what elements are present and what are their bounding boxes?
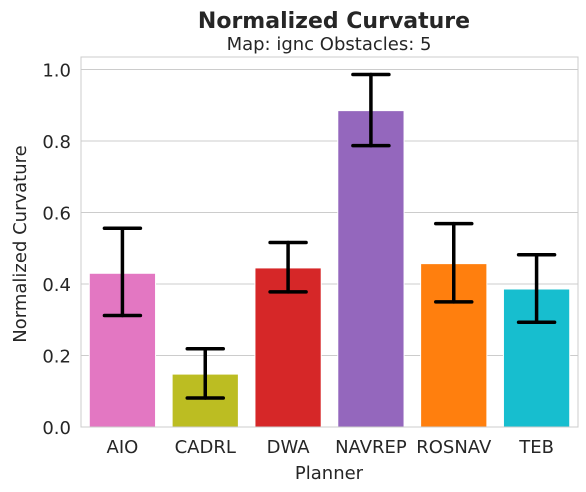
y-axis-label: Normalized Curvature <box>10 145 31 342</box>
y-tick-label: 0.6 <box>42 204 71 225</box>
error-bar-rosnav <box>434 221 474 304</box>
y-tick-label: 0.2 <box>42 347 71 368</box>
x-axis-label: Planner <box>295 463 364 484</box>
chart-title: Normalized Curvature <box>198 9 470 34</box>
x-tick-label: TEB <box>518 437 554 458</box>
error-bar-navrep <box>351 72 391 148</box>
x-tick-labels: AIO CADRL DWA NAVREP ROSNAV TEB <box>107 437 554 458</box>
chart-subtitle: Map: ignc Obstacles: 5 <box>227 34 432 55</box>
y-tick-label: 1.0 <box>42 61 71 82</box>
error-bar-aio <box>102 226 143 318</box>
bar-navrep <box>337 110 405 428</box>
x-tick-label: DWA <box>267 437 311 458</box>
error-bar-dwa <box>268 240 308 294</box>
y-tick-label: 0.8 <box>42 132 71 153</box>
x-tick-label: CADRL <box>175 437 236 458</box>
y-tick-labels: 0.0 0.2 0.4 0.6 0.8 1.0 <box>42 61 71 439</box>
y-tick-label: 0.0 <box>42 418 71 439</box>
bars <box>88 110 571 428</box>
x-tick-label: ROSNAV <box>416 437 492 458</box>
bar-dwa <box>254 267 322 428</box>
x-tick-label: NAVREP <box>335 437 407 458</box>
error-bar-cadrl <box>185 346 225 400</box>
error-bar-teb <box>516 252 557 325</box>
x-tick-label: AIO <box>107 437 139 458</box>
y-tick-label: 0.4 <box>42 275 71 296</box>
plot-frame <box>80 56 579 428</box>
error-bars <box>102 72 557 400</box>
